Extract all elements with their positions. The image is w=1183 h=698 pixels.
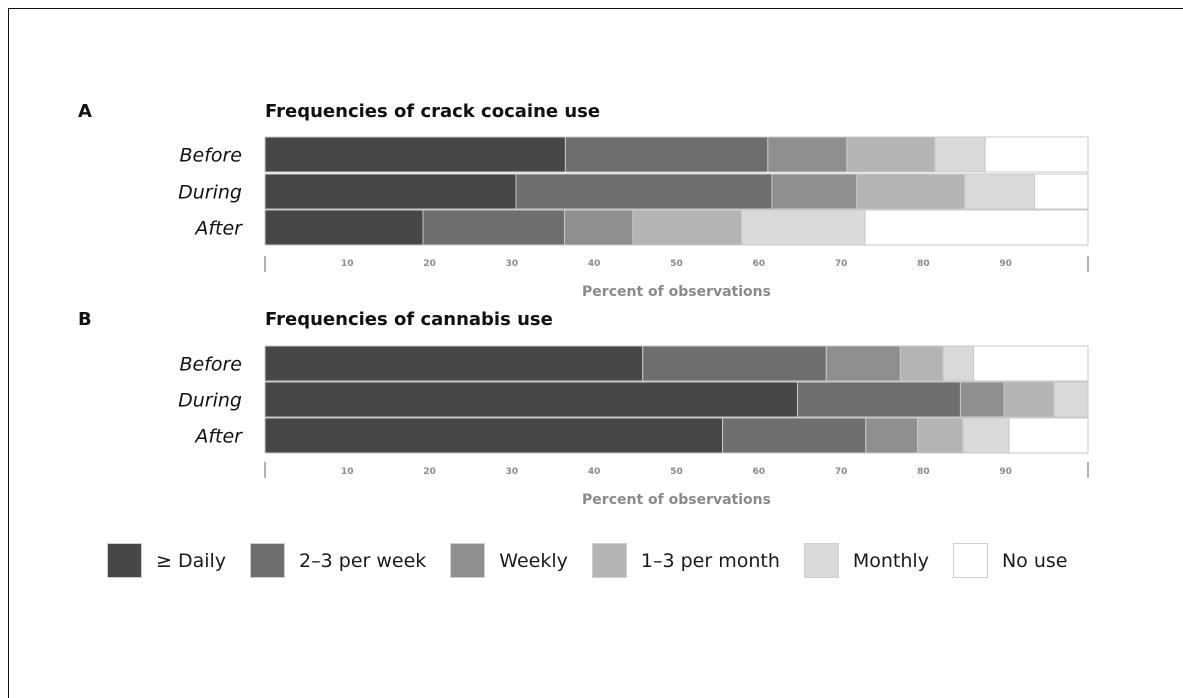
bar-segment-weekly-after <box>564 209 634 246</box>
bar-segment-daily-before <box>264 345 644 382</box>
bar-segment-no-use-after <box>1008 417 1089 454</box>
legend-item-monthly: Monthly <box>803 543 929 578</box>
bar-segment-1-3-per-month-during <box>856 173 966 210</box>
bar-segment-daily-after <box>264 417 724 454</box>
bar-segment-weekly-during <box>771 173 858 210</box>
category-label-during: During <box>178 182 242 204</box>
x-tick-label-60: 60 <box>753 259 766 269</box>
x-axis-label: Percent of observations <box>582 284 771 300</box>
bar-segment-weekly-after <box>865 417 919 454</box>
legend-item-no-use: No use <box>952 543 1068 578</box>
x-tick-label-50: 50 <box>670 467 683 477</box>
bar-segment-daily-after <box>264 209 424 246</box>
legend-item-2-3-per-week: 2–3 per week <box>250 543 426 578</box>
bar-segment-no-use-after <box>864 209 1089 246</box>
x-tick-label-80: 80 <box>917 467 930 477</box>
bar-segment-1-3-per-month-during <box>1003 381 1055 418</box>
legend: ≥ Daily 2–3 per week Weekly 1–3 per mont… <box>107 543 1091 578</box>
bar-segment-no-use-before <box>984 136 1089 173</box>
legend-label-monthly: Monthly <box>852 549 929 572</box>
x-tick-label-10: 10 <box>341 467 354 477</box>
chart-title: Frequencies of crack cocaine use <box>265 101 600 122</box>
bar-segment-weekly-before <box>825 345 901 382</box>
bar-segment-no-use-during <box>1034 173 1089 210</box>
panel-label: B <box>78 309 92 330</box>
x-tick-label-70: 70 <box>835 259 848 269</box>
x-tick-label-30: 30 <box>506 259 519 269</box>
bar-segment-monthly-before <box>934 136 986 173</box>
legend-label-no-use: No use <box>1001 549 1068 572</box>
bar-segment-2-3-per-week-during <box>515 173 773 210</box>
bar-segment-daily-before <box>264 136 566 173</box>
legend-label-1-3-per-month: 1–3 per month <box>640 549 780 572</box>
bar-segment-2-3-per-week-after <box>422 209 566 246</box>
legend-swatch-weekly <box>450 543 486 578</box>
bar-segment-2-3-per-week-after <box>722 417 867 454</box>
bar-segment-monthly-after <box>962 417 1010 454</box>
category-label-before: Before <box>179 354 242 376</box>
bar-segment-2-3-per-week-before <box>642 345 827 382</box>
category-label-after: After <box>193 218 243 240</box>
chart-title: Frequencies of cannabis use <box>265 309 553 330</box>
legend-swatch-monthly <box>803 543 839 578</box>
panel-label: A <box>78 101 92 122</box>
x-tick-label-40: 40 <box>588 259 601 269</box>
x-tick-label-20: 20 <box>423 259 436 269</box>
x-tick-label-70: 70 <box>835 467 848 477</box>
category-label-before: Before <box>179 145 242 167</box>
x-tick-label-40: 40 <box>588 467 601 477</box>
legend-swatch-daily <box>107 543 142 578</box>
legend-item-daily: ≥ Daily <box>107 543 226 578</box>
legend-item-1-3-per-month: 1–3 per month <box>591 543 780 578</box>
bar-segment-monthly-after <box>741 209 866 246</box>
bar-segment-weekly-during <box>959 381 1005 418</box>
x-tick-label-10: 10 <box>341 259 354 269</box>
category-label-after: After <box>193 426 243 448</box>
legend-label-2-3-per-week: 2–3 per week <box>299 549 427 572</box>
chart-panel-a: A Frequencies of crack cocaine use Before D… <box>78 101 1089 300</box>
bar-segment-daily-during <box>264 173 517 210</box>
bar-segment-1-3-per-month-before <box>899 345 944 382</box>
bar-segment-monthly-before <box>942 345 975 382</box>
x-tick-label-80: 80 <box>917 259 930 269</box>
bar-segment-1-3-per-month-before <box>846 136 936 173</box>
bar-segment-weekly-before <box>767 136 848 173</box>
bar-segment-daily-during <box>264 381 798 418</box>
legend-swatch-2-3-per-week <box>250 543 286 578</box>
bar-segment-no-use-before <box>973 345 1089 382</box>
chart-panel-b: B Frequencies of cannabis use Before During… <box>78 309 1089 508</box>
figure-frame <box>8 8 1183 698</box>
x-axis-label: Percent of observations <box>582 492 771 508</box>
legend-label-daily: ≥ Daily <box>156 549 227 572</box>
legend-label-weekly: Weekly <box>499 549 568 572</box>
bar-segment-2-3-per-week-before <box>564 136 769 173</box>
legend-swatch-no-use <box>952 543 988 578</box>
x-tick-label-30: 30 <box>506 467 519 477</box>
x-tick-label-90: 90 <box>999 467 1012 477</box>
x-tick-label-90: 90 <box>999 259 1012 269</box>
bar-segment-1-3-per-month-after <box>632 209 743 246</box>
category-label-during: During <box>178 390 242 412</box>
x-tick-label-50: 50 <box>670 259 683 269</box>
bar-segment-1-3-per-month-after <box>917 417 964 454</box>
x-tick-label-60: 60 <box>753 467 766 477</box>
bar-segment-monthly-during <box>1053 381 1089 418</box>
bar-segment-2-3-per-week-during <box>796 381 961 418</box>
legend-swatch-1-3-per-month <box>591 543 627 578</box>
x-tick-label-20: 20 <box>423 467 436 477</box>
legend-item-weekly: Weekly <box>450 543 568 578</box>
bar-segment-monthly-during <box>964 173 1036 210</box>
